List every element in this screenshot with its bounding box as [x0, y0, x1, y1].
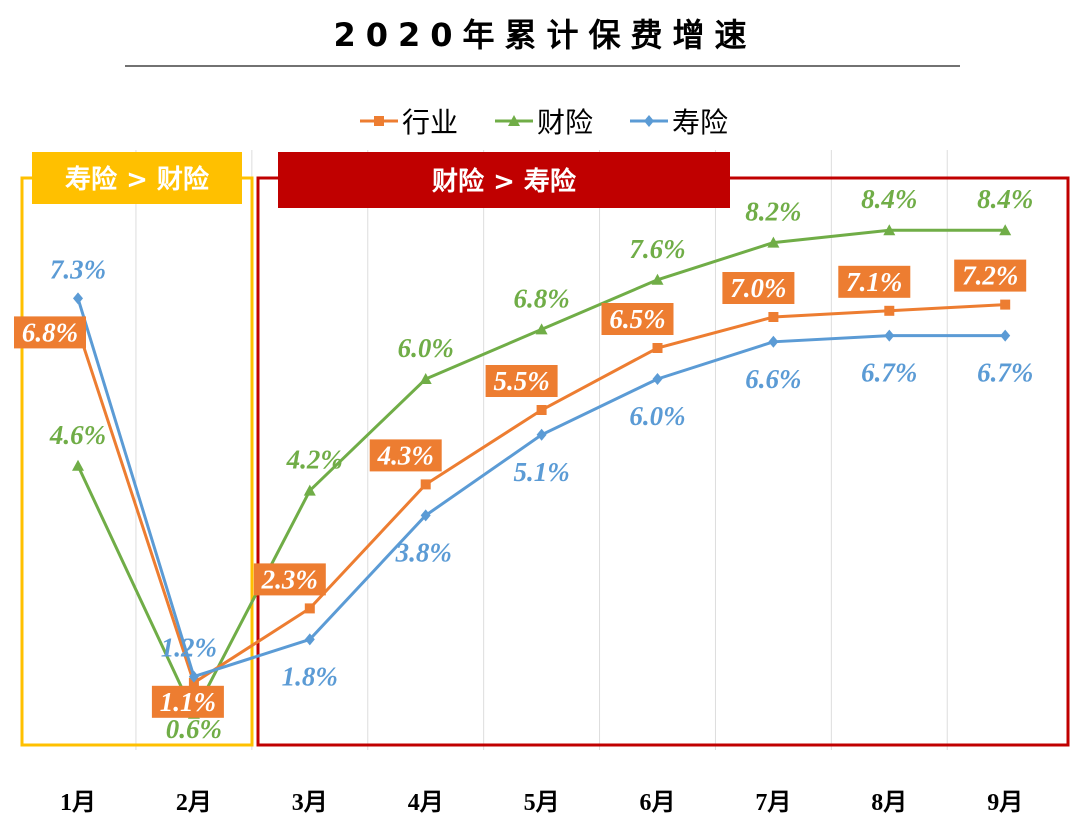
x-tick-label: 5月	[524, 790, 560, 816]
data-label: 8.2%	[745, 197, 801, 227]
data-label: 7.0%	[730, 273, 786, 303]
data-label: 8.4%	[861, 184, 917, 214]
data-point	[1000, 329, 1011, 342]
data-label-box	[601, 303, 674, 335]
x-tick-label: 9月	[987, 790, 1023, 816]
data-point	[188, 677, 199, 688]
legend-label: 行业	[402, 106, 458, 139]
x-tick-label: 7月	[755, 790, 791, 816]
data-label: 4.6%	[49, 420, 106, 450]
data-label: 1.2%	[161, 633, 217, 663]
data-point	[303, 484, 316, 496]
data-point	[536, 405, 547, 415]
data-label-box	[14, 316, 86, 349]
data-point	[536, 428, 547, 441]
x-tick-label: 3月	[292, 790, 328, 816]
annotation-text-property: 财险 > 寿险	[432, 166, 577, 197]
x-tick-label: 2月	[176, 790, 212, 816]
data-point	[883, 224, 896, 236]
data-label: 7.2%	[962, 261, 1018, 291]
data-point	[420, 479, 431, 490]
data-label: 4.2%	[286, 445, 343, 475]
data-point	[419, 373, 432, 384]
data-label: 6.0%	[629, 401, 685, 431]
data-label-box	[838, 265, 911, 298]
data-label: 0.6%	[166, 714, 222, 744]
data-point	[999, 224, 1012, 236]
chart-title: 2020年累计保费增速	[333, 16, 756, 54]
data-label: 3.8%	[395, 537, 452, 567]
data-label: 5.5%	[493, 366, 549, 396]
data-label: 2.3%	[261, 564, 318, 594]
legend-marker	[508, 115, 520, 126]
data-label: 6.7%	[861, 358, 917, 388]
data-label-box	[485, 365, 558, 397]
data-point	[73, 292, 83, 305]
legend-marker	[644, 115, 654, 127]
x-tick-label: 6月	[640, 790, 676, 816]
data-point	[884, 305, 895, 316]
data-label: 5.1%	[513, 457, 569, 487]
data-label: 6.0%	[398, 333, 454, 363]
series-line-寿险	[76, 297, 1006, 679]
data-point	[767, 236, 780, 248]
data-label: 8.4%	[977, 184, 1033, 214]
legend-label: 财险	[537, 106, 593, 139]
data-point	[420, 509, 431, 522]
x-tick-label: 4月	[408, 790, 444, 816]
x-tick-label: 1月	[60, 790, 96, 816]
data-label: 6.8%	[513, 283, 569, 313]
data-point	[768, 312, 779, 322]
data-point	[884, 329, 895, 342]
data-point	[651, 273, 664, 285]
annotation-banner-property	[278, 152, 730, 208]
data-label-box	[722, 272, 795, 304]
data-label: 7.6%	[629, 234, 685, 264]
x-tick-label: 8月	[871, 790, 907, 816]
data-point	[72, 459, 84, 471]
data-label: 4.3%	[377, 440, 434, 470]
data-label-box	[954, 259, 1027, 292]
data-label: 7.1%	[846, 267, 902, 297]
data-label: 7.3%	[50, 254, 106, 284]
data-label: 6.5%	[609, 304, 665, 334]
data-label: 6.6%	[745, 364, 801, 394]
data-point	[768, 335, 779, 348]
data-point	[304, 603, 315, 614]
data-point	[1000, 299, 1011, 310]
legend-label: 寿险	[672, 106, 728, 139]
data-label-box	[253, 563, 326, 596]
data-point	[652, 373, 663, 385]
annotation-text-life: 寿险 > 财险	[65, 164, 210, 195]
data-point	[535, 323, 548, 335]
data-label: 6.8%	[22, 317, 78, 347]
data-label: 6.7%	[977, 358, 1033, 388]
annotation-banner-life	[32, 152, 242, 204]
data-point	[652, 343, 663, 353]
legend-marker	[374, 116, 384, 126]
data-point	[188, 670, 199, 683]
data-label: 1.8%	[282, 661, 338, 691]
data-point	[304, 633, 315, 646]
data-label: 1.1%	[160, 687, 216, 717]
data-label-box	[151, 685, 224, 718]
data-label-box	[369, 439, 442, 472]
